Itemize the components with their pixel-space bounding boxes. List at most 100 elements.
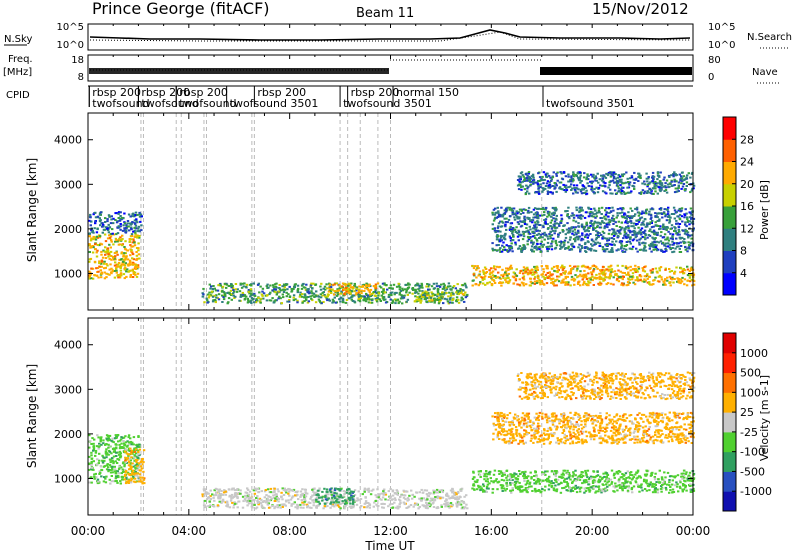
- power-echo-cell: [206, 301, 209, 304]
- power-echo-cell: [604, 213, 608, 216]
- velocity-echo-cell: [97, 462, 100, 465]
- power-echo-cell: [249, 289, 252, 292]
- velocity-echo-cell: [368, 504, 372, 507]
- power-echo-cell: [542, 224, 545, 227]
- power-echo-cell: [311, 287, 314, 290]
- velocity-echo-cell: [432, 489, 435, 492]
- power-echo-cell: [499, 225, 503, 228]
- power-echo-cell: [607, 238, 610, 241]
- power-echo-cell: [425, 291, 429, 294]
- power-echo-cell: [583, 280, 586, 283]
- power-echo-cell: [353, 285, 356, 288]
- power-echo-cell: [625, 244, 629, 246]
- velocity-echo-cell: [90, 460, 93, 463]
- noise-tick-bottom-right: 10^0: [708, 40, 735, 51]
- power-echo-cell: [597, 209, 601, 212]
- power-echo-cell: [125, 255, 128, 258]
- power-echo-cell: [501, 221, 505, 224]
- power-echo-cell: [622, 191, 626, 194]
- power-echo-cell: [629, 207, 632, 210]
- power-echo-cell: [586, 182, 589, 185]
- power-echo-cell: [600, 174, 603, 177]
- power-echo-cell: [579, 188, 583, 191]
- power-echo-cell: [646, 225, 649, 228]
- power-echo-cell: [586, 174, 589, 177]
- velocity-echo-cell: [429, 497, 433, 500]
- power-echo-cell: [632, 281, 635, 284]
- power-echo-cell: [520, 188, 523, 191]
- power-echo-cell: [128, 263, 132, 266]
- velocity-echo-cell: [96, 478, 100, 481]
- power-echo-cell: [334, 301, 337, 304]
- power-echo-cell: [515, 268, 518, 271]
- power-echo-cell: [681, 171, 684, 174]
- power-echo-cell: [452, 292, 455, 295]
- velocity-echo-cell: [107, 468, 110, 471]
- power-echo-cell: [573, 279, 576, 282]
- power-echo-cell: [576, 176, 580, 179]
- power-echo-cell: [368, 291, 371, 294]
- power-echo-cell: [687, 241, 690, 244]
- power-echo-cell: [89, 239, 93, 242]
- velocity-echo-cell: [314, 491, 317, 494]
- velocity-echo-cell: [281, 506, 284, 508]
- power-echo-cell: [292, 296, 295, 299]
- power-echo-cell: [390, 294, 393, 297]
- power-echo-cell: [547, 247, 551, 250]
- power-echo-cell: [503, 209, 506, 212]
- velocity-echo-cell: [128, 461, 131, 464]
- power-echo-cell: [491, 223, 494, 226]
- power-echo-cell: [680, 187, 683, 190]
- power-echo-cell: [640, 248, 643, 251]
- power-echo-cell: [652, 187, 655, 190]
- nave-tick-top-right: 80: [708, 55, 721, 66]
- velocity-echo-cell: [88, 481, 91, 484]
- power-echo-cell: [418, 299, 421, 302]
- power-echo-cell: [104, 217, 107, 220]
- velocity-echo-cell: [102, 456, 105, 459]
- power-echo-cell: [524, 179, 528, 182]
- power-echo-cell: [629, 217, 632, 220]
- velocity-echo-cell: [280, 503, 283, 506]
- power-echo-cell: [525, 283, 528, 286]
- power-echo-cell: [377, 291, 381, 294]
- power-echo-cell: [666, 213, 670, 216]
- power-echo-cell: [491, 274, 495, 277]
- power-echo-cell: [95, 267, 98, 270]
- power-echo-cell: [130, 238, 133, 241]
- power-echo-cell: [660, 231, 663, 234]
- power-echo-cell: [541, 232, 545, 235]
- power-echo-cell: [634, 232, 637, 235]
- power-echo-cell: [260, 297, 263, 300]
- power-echo-cell: [274, 288, 278, 291]
- power-echo-cell: [634, 213, 637, 216]
- power-echo-cell: [135, 227, 138, 230]
- power-echo-cell: [436, 295, 439, 298]
- power-echo-cell: [265, 285, 268, 288]
- power-echo-cell: [608, 223, 611, 226]
- power-echo-cell: [590, 182, 593, 185]
- power-echo-cell: [598, 276, 601, 279]
- power-echo-cell: [536, 212, 539, 214]
- power-echo-cell: [627, 221, 630, 223]
- power-echo-cell: [631, 239, 635, 242]
- power-echo-cell: [657, 241, 661, 244]
- power-echo-cell: [623, 182, 626, 185]
- power-echo-cell: [383, 282, 386, 285]
- power-echo-cell: [503, 234, 506, 237]
- power-echo-cell: [121, 229, 125, 232]
- velocity-echo-cell: [313, 488, 316, 491]
- power-echo-cell: [658, 274, 662, 277]
- power-echo-cell: [649, 221, 652, 224]
- power-echo-cell: [666, 245, 670, 248]
- power-echo-cell: [127, 225, 130, 228]
- power-echo-cell: [460, 289, 464, 292]
- velocity-echo-cell: [438, 491, 441, 494]
- power-echo-cell: [363, 296, 366, 299]
- power-echo-cell: [88, 260, 91, 263]
- power-echo-cell: [648, 230, 651, 232]
- power-echo-cell: [651, 241, 654, 244]
- velocity-echo-cell: [111, 467, 114, 470]
- power-echo-cell: [668, 220, 672, 223]
- power-echo-cell: [262, 297, 265, 300]
